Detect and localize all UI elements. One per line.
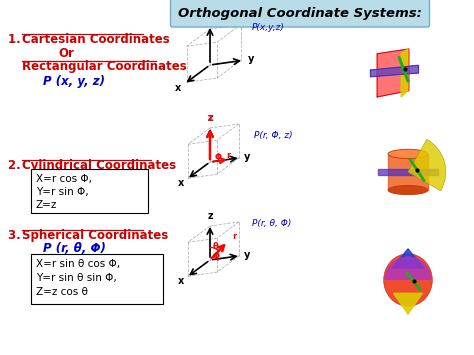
Text: r: r [226,151,230,160]
Text: θ: θ [212,242,218,251]
Text: X=r cos Φ,: X=r cos Φ, [36,174,92,184]
FancyBboxPatch shape [31,169,148,213]
Polygon shape [377,49,409,97]
Ellipse shape [383,254,432,306]
Text: Z=z cos θ: Z=z cos θ [36,287,88,297]
Text: P(r, Φ, z): P(r, Φ, z) [254,131,292,140]
Text: Φ: Φ [213,252,220,261]
Text: 1.: 1. [8,33,25,46]
Text: Cartesian Coordinates: Cartesian Coordinates [22,33,170,46]
Wedge shape [384,256,431,280]
Text: P (x, y, z): P (x, y, z) [43,75,105,88]
Text: y: y [248,54,255,64]
Polygon shape [392,249,424,268]
Text: P (r, Φ, z): P (r, Φ, z) [43,172,105,185]
Text: Orthogonal Coordinate Systems:: Orthogonal Coordinate Systems: [178,6,422,20]
FancyBboxPatch shape [171,0,429,27]
Ellipse shape [388,149,428,159]
Ellipse shape [388,185,428,195]
Text: x: x [178,276,184,286]
Text: y: y [244,250,251,260]
Text: Rectangular Coordinates: Rectangular Coordinates [22,60,187,73]
Polygon shape [378,169,438,175]
FancyBboxPatch shape [31,254,163,304]
Text: P(x,y,z): P(x,y,z) [252,23,285,32]
Text: Or: Or [58,47,74,60]
Text: z: z [207,113,213,123]
Text: P(r, θ, Φ): P(r, θ, Φ) [252,219,292,228]
Text: Y=r sin Φ,: Y=r sin Φ, [36,187,89,197]
Text: Spherical Coordinates: Spherical Coordinates [22,229,168,242]
Text: Z=z: Z=z [36,200,57,210]
Text: Cylindrical Coordinates: Cylindrical Coordinates [22,159,176,172]
Text: z: z [207,211,213,221]
Text: x: x [175,83,182,93]
Wedge shape [408,139,446,191]
Text: Y=r sin θ sin Φ,: Y=r sin θ sin Φ, [36,273,117,283]
Text: r: r [232,232,236,241]
Text: z: z [207,11,213,21]
Text: 2.: 2. [8,159,25,172]
Text: Φ: Φ [214,153,221,162]
Polygon shape [388,154,428,190]
Text: y: y [244,152,251,162]
Text: 3.: 3. [8,229,25,242]
Text: x: x [178,178,184,188]
Text: z: z [207,113,213,123]
Text: X=r sin θ cos Φ,: X=r sin θ cos Φ, [36,259,120,269]
Polygon shape [401,49,408,97]
Polygon shape [393,293,422,314]
Text: P (r, θ, Φ): P (r, θ, Φ) [43,242,106,255]
Polygon shape [371,65,419,77]
